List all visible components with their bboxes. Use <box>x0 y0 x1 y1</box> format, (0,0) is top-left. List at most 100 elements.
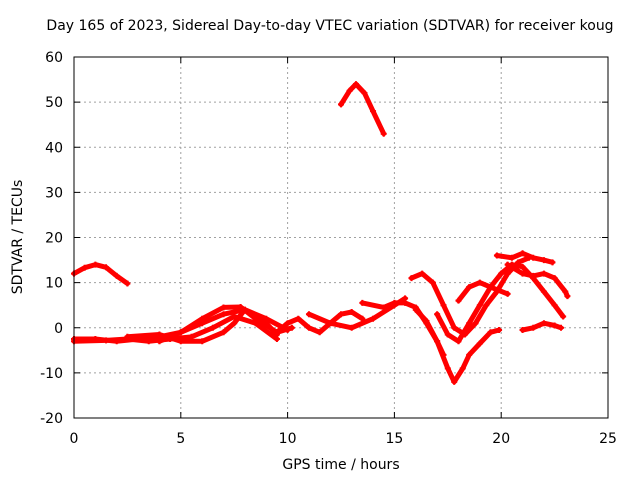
data-point <box>199 338 206 345</box>
data-point <box>504 270 511 277</box>
y-tick-label: 0 <box>54 321 63 337</box>
data-point <box>551 302 558 309</box>
x-tick-label: 0 <box>70 431 79 447</box>
y-tick-label: 40 <box>45 140 63 156</box>
series-arc-dip-deep <box>413 307 502 385</box>
data-point <box>327 320 334 327</box>
data-point <box>113 272 120 279</box>
data-point <box>305 311 312 318</box>
data-point <box>530 254 537 261</box>
data-point <box>209 324 216 331</box>
data-point <box>156 338 163 345</box>
series-arc-baseline-d <box>156 304 295 344</box>
data-point <box>220 329 227 336</box>
series-arc-late-a <box>409 255 532 337</box>
data-point <box>220 311 227 318</box>
data-point <box>530 324 537 331</box>
x-tick-label: 20 <box>492 431 510 447</box>
data-point <box>402 299 409 306</box>
data-point <box>558 324 565 331</box>
data-point <box>476 279 483 286</box>
data-point <box>455 297 462 304</box>
data-point <box>348 308 355 315</box>
data-point <box>540 320 547 327</box>
data-point <box>519 250 526 257</box>
data-point <box>231 313 238 320</box>
data-point <box>352 81 359 88</box>
data-point <box>466 284 473 291</box>
data-point <box>487 329 494 336</box>
data-point <box>466 351 473 358</box>
data-point <box>434 338 441 345</box>
data-point <box>459 365 466 372</box>
data-point <box>273 336 280 343</box>
x-axis-label: GPS time / hours <box>282 457 400 473</box>
data-point <box>455 338 462 345</box>
data-point <box>519 270 526 277</box>
data-point <box>451 324 458 331</box>
data-point <box>493 252 500 259</box>
data-point <box>560 313 567 320</box>
data-point <box>380 130 387 137</box>
grid <box>74 57 608 418</box>
data-point <box>444 365 451 372</box>
data-point <box>540 257 547 264</box>
data-point <box>103 337 110 344</box>
data-point <box>562 288 569 295</box>
y-tick-label: 20 <box>45 231 63 247</box>
data-point <box>434 311 441 318</box>
data-point <box>103 264 110 271</box>
data-point <box>429 279 436 286</box>
data-point <box>530 272 537 279</box>
data-point <box>305 324 312 331</box>
data-point <box>549 259 556 266</box>
series-arc-baseline-b <box>71 314 280 344</box>
data-point <box>346 87 353 94</box>
data-point <box>252 315 259 322</box>
data-point <box>220 304 227 311</box>
data-point <box>408 275 415 282</box>
data-point <box>472 320 479 327</box>
y-tick-label: 30 <box>45 185 63 201</box>
data-point <box>263 315 270 322</box>
series-arc-noon-peak <box>338 81 387 137</box>
data-point <box>92 261 99 268</box>
data-point <box>498 270 505 277</box>
data-point <box>440 302 447 309</box>
data-point <box>231 320 238 327</box>
data-point <box>476 302 483 309</box>
data-point <box>444 331 451 338</box>
data-point <box>359 299 366 306</box>
data-point <box>496 327 503 334</box>
data-point <box>519 263 526 270</box>
data-point <box>370 315 377 322</box>
x-tick-label: 25 <box>599 431 617 447</box>
data-point <box>551 322 558 329</box>
x-tick-label: 15 <box>385 431 403 447</box>
data-point <box>288 324 295 331</box>
data-point <box>508 254 515 261</box>
data-point <box>124 333 131 340</box>
x-tick-label: 10 <box>279 431 297 447</box>
data-point <box>551 275 558 282</box>
data-point <box>237 303 244 310</box>
data-point <box>177 338 184 345</box>
data-point <box>338 101 344 108</box>
data-point <box>564 293 571 300</box>
y-tick-label: 50 <box>45 95 63 111</box>
data-point <box>145 338 152 345</box>
data-point <box>483 302 490 309</box>
data-point <box>476 340 483 347</box>
data-point <box>370 108 377 115</box>
data-point <box>412 306 419 313</box>
data-point <box>540 288 547 295</box>
data-point <box>338 311 344 318</box>
data-point <box>380 304 387 311</box>
data-series-group <box>71 81 571 385</box>
data-point <box>284 320 291 327</box>
data-point <box>423 317 430 324</box>
chart-title: Day 165 of 2023, Sidereal Day-to-day VTE… <box>46 18 614 34</box>
y-axis-label: SDTVAR / TECUs <box>10 179 26 295</box>
data-point <box>295 315 302 322</box>
